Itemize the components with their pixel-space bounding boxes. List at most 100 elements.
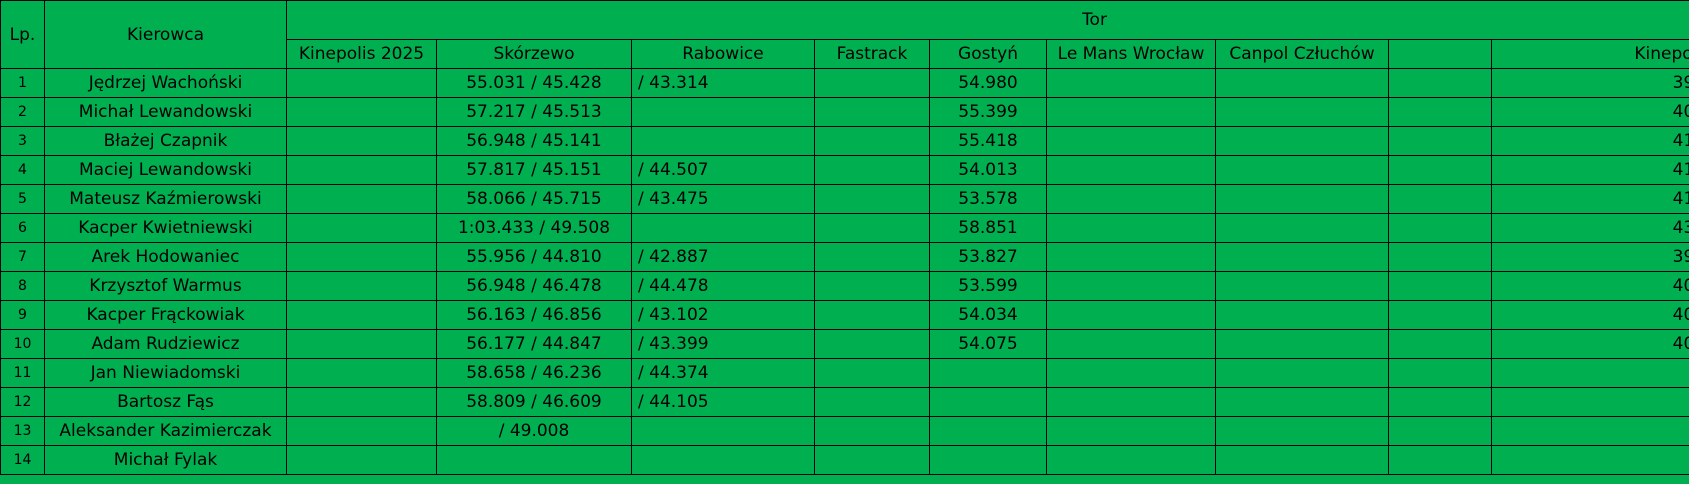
cell-le-mans-wroclaw bbox=[1046, 300, 1216, 330]
cell-le-mans-wroclaw bbox=[1046, 213, 1216, 243]
cell-le-mans-wroclaw bbox=[1046, 68, 1216, 98]
cell-canpol-czluchow bbox=[1215, 300, 1389, 330]
cell-rabowice bbox=[631, 126, 815, 156]
cell-canpol-czluchow bbox=[1215, 184, 1389, 214]
column-header-driver: Kierowca bbox=[44, 0, 287, 69]
cell-canpol-czluchow bbox=[1215, 155, 1389, 185]
cell-skorzewo: 55.956 / 44.810 bbox=[436, 242, 632, 272]
cell-kinepolis-2024 bbox=[1490, 358, 1689, 388]
cell-canpol-czluchow bbox=[1215, 387, 1389, 417]
cell-gostyn: 54.013 bbox=[929, 155, 1047, 185]
cell-empty bbox=[1388, 358, 1492, 388]
column-header-gostyn: Gostyń bbox=[929, 39, 1047, 69]
cell-rabowice bbox=[631, 445, 815, 475]
cell-gostyn: 54.075 bbox=[929, 329, 1047, 359]
cell-empty bbox=[1388, 213, 1492, 243]
cell-empty bbox=[1388, 416, 1492, 446]
cell-rabowice: / 44.478 bbox=[631, 271, 815, 301]
cell-kinepolis-2025 bbox=[286, 97, 437, 127]
cell-driver: Michał Lewandowski bbox=[44, 97, 287, 127]
column-header-kinepolis-2024: Kinepolis 2024 bbox=[1490, 39, 1689, 69]
cell-gostyn: 53.578 bbox=[929, 184, 1047, 214]
cell-rabowice: / 43.399 bbox=[631, 329, 815, 359]
cell-fastrack bbox=[814, 387, 930, 417]
cell-driver: Kacper Kwietniewski bbox=[44, 213, 287, 243]
cell-empty bbox=[1388, 97, 1492, 127]
cell-driver: Arek Hodowaniec bbox=[44, 242, 287, 272]
cell-le-mans-wroclaw bbox=[1046, 184, 1216, 214]
cell-fastrack bbox=[814, 271, 930, 301]
cell-lp: 11 bbox=[0, 358, 45, 388]
cell-kinepolis-2024: 39.77 bbox=[1490, 242, 1689, 272]
column-header-lp: Lp. bbox=[0, 0, 45, 69]
column-header-empty bbox=[1388, 39, 1492, 69]
cell-driver: Mateusz Kaźmierowski bbox=[44, 184, 287, 214]
cell-lp: 10 bbox=[0, 329, 45, 359]
cell-kinepolis-2025 bbox=[286, 68, 437, 98]
cell-lp: 4 bbox=[0, 155, 45, 185]
cell-gostyn bbox=[929, 445, 1047, 475]
cell-gostyn bbox=[929, 358, 1047, 388]
cell-empty bbox=[1388, 329, 1492, 359]
table-row: 2 Michał Lewandowski 57.217 / 45.513 55.399… bbox=[0, 97, 1689, 127]
cell-gostyn: 54.980 bbox=[929, 68, 1047, 98]
cell-kinepolis-2025 bbox=[286, 445, 437, 475]
cell-rabowice: / 43.314 bbox=[631, 68, 815, 98]
cell-le-mans-wroclaw bbox=[1046, 97, 1216, 127]
cell-kinepolis-2025 bbox=[286, 416, 437, 446]
cell-kinepolis-2025 bbox=[286, 126, 437, 156]
cell-driver: Kacper Frąckowiak bbox=[44, 300, 287, 330]
cell-skorzewo: 56.948 / 46.478 bbox=[436, 271, 632, 301]
cell-skorzewo: 56.163 / 46.856 bbox=[436, 300, 632, 330]
cell-driver: Adam Rudziewicz bbox=[44, 329, 287, 359]
cell-gostyn: 55.399 bbox=[929, 97, 1047, 127]
column-header-skorzewo: Skórzewo bbox=[436, 39, 632, 69]
cell-le-mans-wroclaw bbox=[1046, 155, 1216, 185]
cell-kinepolis-2025 bbox=[286, 271, 437, 301]
cell-driver: Aleksander Kazimierczak bbox=[44, 416, 287, 446]
cell-skorzewo: 58.066 / 45.715 bbox=[436, 184, 632, 214]
cell-fastrack bbox=[814, 126, 930, 156]
cell-kinepolis-2024: 43.20 bbox=[1490, 213, 1689, 243]
cell-lp: 3 bbox=[0, 126, 45, 156]
cell-canpol-czluchow bbox=[1215, 271, 1389, 301]
cell-kinepolis-2024: 41.82 bbox=[1490, 126, 1689, 156]
table-row: 4 Maciej Lewandowski 57.817 / 45.151/ 44.5… bbox=[0, 155, 1689, 185]
cell-fastrack bbox=[814, 242, 930, 272]
cell-empty bbox=[1388, 300, 1492, 330]
table-row: 11 Jan Niewiadomski 58.658 / 46.236/ 44.37… bbox=[0, 358, 1689, 388]
cell-fastrack bbox=[814, 97, 930, 127]
cell-skorzewo: 56.948 / 45.141 bbox=[436, 126, 632, 156]
cell-lp: 6 bbox=[0, 213, 45, 243]
cell-le-mans-wroclaw bbox=[1046, 329, 1216, 359]
cell-kinepolis-2024: 40.00 bbox=[1490, 300, 1689, 330]
cell-le-mans-wroclaw bbox=[1046, 126, 1216, 156]
cell-empty bbox=[1388, 155, 1492, 185]
cell-kinepolis-2025 bbox=[286, 213, 437, 243]
cell-rabowice: / 44.105 bbox=[631, 387, 815, 417]
cell-fastrack bbox=[814, 358, 930, 388]
cell-driver: Jędrzej Wachoński bbox=[44, 68, 287, 98]
table-row: 12 Bartosz Fąs 58.809 / 46.609/ 44.105 bbox=[0, 387, 1689, 417]
cell-kinepolis-2025 bbox=[286, 155, 437, 185]
cell-canpol-czluchow bbox=[1215, 416, 1389, 446]
cell-gostyn bbox=[929, 416, 1047, 446]
cell-empty bbox=[1388, 126, 1492, 156]
cell-kinepolis-2025 bbox=[286, 184, 437, 214]
cell-kinepolis-2024: 40.34 bbox=[1490, 97, 1689, 127]
cell-skorzewo: 57.217 / 45.513 bbox=[436, 97, 632, 127]
cell-gostyn: 53.599 bbox=[929, 271, 1047, 301]
table-row: 6 Kacper Kwietniewski 1:03.433 / 49.508 58.… bbox=[0, 213, 1689, 243]
cell-empty bbox=[1388, 184, 1492, 214]
table-row: 10 Adam Rudziewicz 56.177 / 44.847/ 43.399… bbox=[0, 329, 1689, 359]
column-header-canpol-czluchow: Canpol Człuchów bbox=[1215, 39, 1389, 69]
cell-skorzewo: 1:03.433 / 49.508 bbox=[436, 213, 632, 243]
table-row: 14 Michał Fylak bbox=[0, 445, 1689, 475]
cell-canpol-czluchow bbox=[1215, 358, 1389, 388]
cell-empty bbox=[1388, 271, 1492, 301]
cell-fastrack bbox=[814, 416, 930, 446]
cell-rabowice: / 43.102 bbox=[631, 300, 815, 330]
